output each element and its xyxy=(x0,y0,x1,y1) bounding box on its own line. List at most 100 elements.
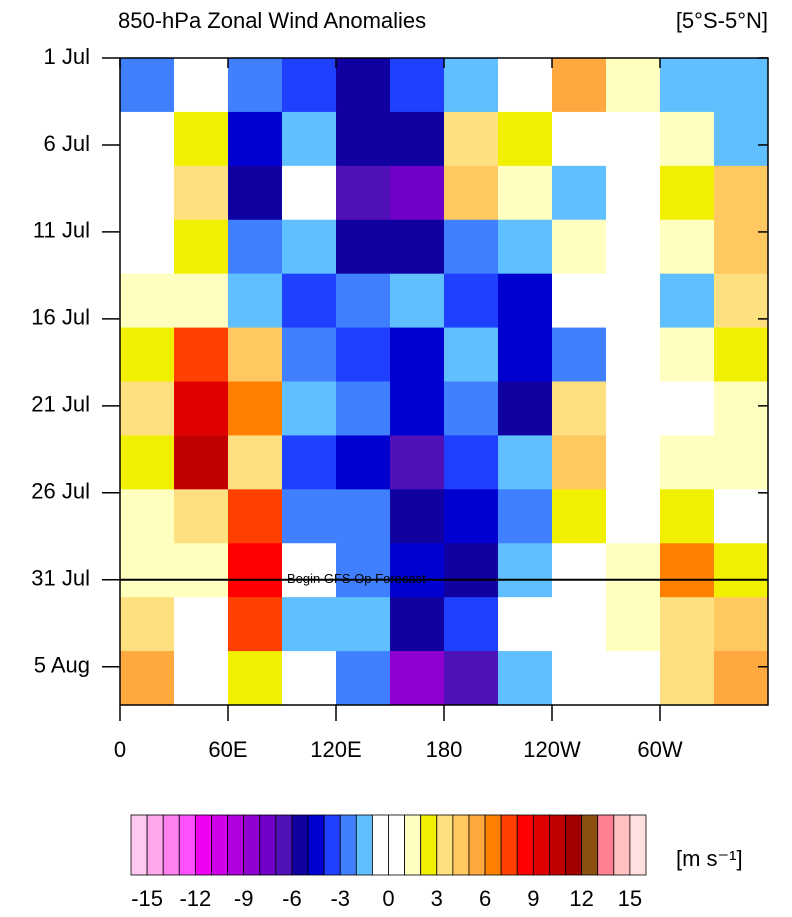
heat-cell xyxy=(498,435,553,490)
y-tick-label: 5 Aug xyxy=(34,653,90,678)
colorbar-box xyxy=(388,814,405,876)
colorbar-box xyxy=(613,814,631,876)
heat-cell xyxy=(228,165,283,221)
colorbar-label: 15 xyxy=(618,886,642,911)
colorbar-box xyxy=(178,814,196,876)
colorbar-box xyxy=(581,814,599,876)
heat-cell xyxy=(606,597,661,652)
heat-cell xyxy=(120,651,175,706)
heat-cell xyxy=(174,381,229,436)
colorbar-box xyxy=(372,814,389,876)
y-tick-label: 26 Jul xyxy=(31,479,90,504)
heat-cell xyxy=(120,58,175,113)
heat-cell xyxy=(660,651,715,706)
heat-cell xyxy=(282,381,337,436)
colorbar-box xyxy=(468,814,486,876)
heat-cell xyxy=(282,219,337,275)
heat-cell xyxy=(174,489,229,544)
heat-cell xyxy=(282,543,337,598)
colorbar-box xyxy=(404,814,422,876)
heat-cell xyxy=(606,111,661,167)
y-tick-label: 6 Jul xyxy=(44,131,90,156)
heat-cell xyxy=(552,597,607,652)
colorbar-box xyxy=(452,814,470,876)
heat-cell xyxy=(498,651,553,706)
heat-cell xyxy=(390,489,445,544)
chart-subtitle: [5°S-5°N] xyxy=(676,8,768,33)
colorbar-label: -6 xyxy=(282,886,302,911)
x-tick-label: 60E xyxy=(208,737,247,762)
heat-cell xyxy=(552,381,607,436)
heat-cell xyxy=(498,543,553,598)
heat-cell xyxy=(174,651,229,706)
heat-cell xyxy=(714,273,769,329)
heat-cell xyxy=(444,219,499,275)
heat-cell xyxy=(552,219,607,275)
heat-cell xyxy=(282,165,337,221)
heat-cell xyxy=(714,651,769,706)
heat-cell xyxy=(444,381,499,436)
heat-cell xyxy=(714,58,769,113)
heat-cell xyxy=(444,489,499,544)
heat-cell xyxy=(552,435,607,490)
heat-cell xyxy=(498,381,553,436)
heat-cell xyxy=(498,489,553,544)
colorbar-box xyxy=(130,814,148,876)
x-tick-label: 120W xyxy=(523,737,581,762)
heat-cell xyxy=(606,219,661,275)
colorbar-box xyxy=(307,814,325,876)
heat-cell xyxy=(336,273,391,329)
heat-cell xyxy=(174,597,229,652)
colorbar-box xyxy=(146,814,164,876)
colorbar-label: 9 xyxy=(527,886,539,911)
heat-cell xyxy=(660,381,715,436)
heat-cell xyxy=(282,273,337,329)
heat-cell xyxy=(120,111,175,167)
y-tick-label: 1 Jul xyxy=(44,44,90,69)
heat-cell xyxy=(336,111,391,167)
heat-cell xyxy=(444,597,499,652)
heat-cell xyxy=(444,327,499,382)
heat-cell xyxy=(660,435,715,490)
heat-cell xyxy=(228,489,283,544)
x-tick-label: 180 xyxy=(426,737,463,762)
x-tick-label: 60W xyxy=(637,737,682,762)
heat-cell xyxy=(498,165,553,221)
heat-cell xyxy=(498,219,553,275)
heat-cell xyxy=(336,489,391,544)
heat-cell xyxy=(336,543,391,598)
heat-cell xyxy=(120,273,175,329)
colorbar-box xyxy=(323,814,341,876)
heat-cell xyxy=(552,165,607,221)
heat-cell xyxy=(444,58,499,113)
heat-cell xyxy=(714,327,769,382)
x-tick-label: 0 xyxy=(114,737,126,762)
heat-cell xyxy=(390,651,445,706)
colorbar-label: -9 xyxy=(234,886,254,911)
heat-cell xyxy=(714,597,769,652)
heat-cell xyxy=(174,327,229,382)
heat-cell xyxy=(174,435,229,490)
heat-cell xyxy=(552,327,607,382)
heat-cell xyxy=(390,165,445,221)
heat-cell xyxy=(228,219,283,275)
colorbar-box xyxy=(565,814,583,876)
colorbar-box xyxy=(194,814,212,876)
heat-cell xyxy=(228,435,283,490)
heat-cell xyxy=(660,219,715,275)
forecast-label: Begin GFS Op Forecast xyxy=(287,571,426,586)
heat-cell xyxy=(714,489,769,544)
heat-cell xyxy=(660,543,715,598)
heat-cell xyxy=(174,58,229,113)
heat-cell xyxy=(606,435,661,490)
heat-cell xyxy=(660,165,715,221)
heat-cell xyxy=(390,111,445,167)
colorbar-label: 6 xyxy=(479,886,491,911)
y-tick-label: 21 Jul xyxy=(31,392,90,417)
colorbar-box xyxy=(259,814,277,876)
heat-cell xyxy=(606,273,661,329)
heat-cell xyxy=(552,489,607,544)
heat-cell xyxy=(606,58,661,113)
colorbar-box xyxy=(516,814,534,876)
colorbar-units: [m s⁻¹] xyxy=(676,846,743,871)
